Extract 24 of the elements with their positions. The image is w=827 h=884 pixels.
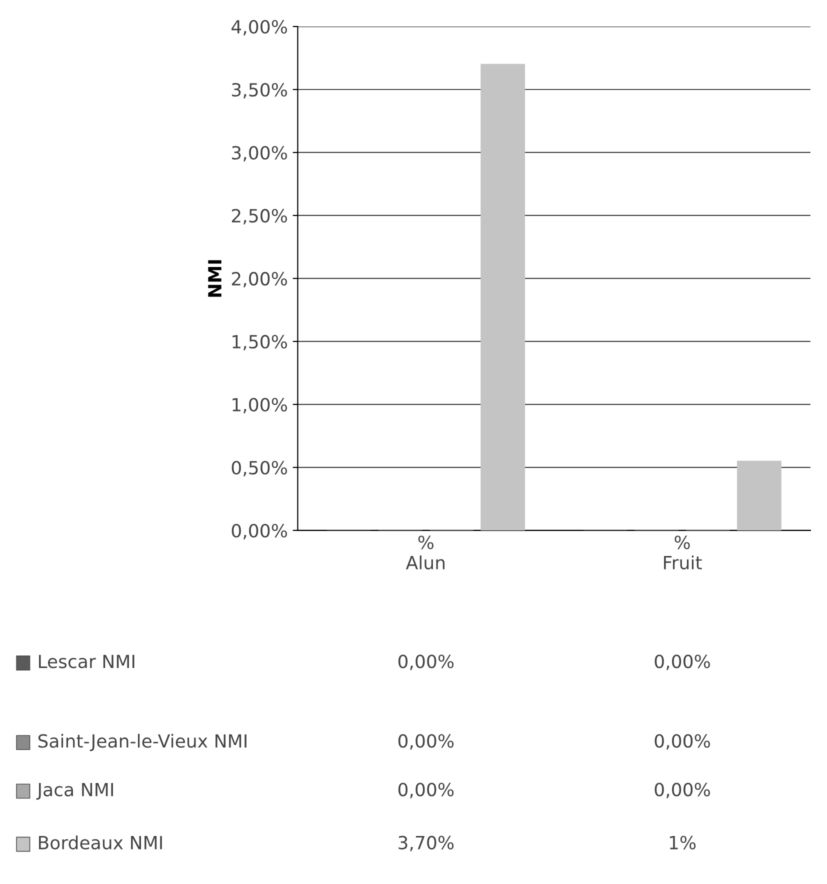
data-label: 0,00% xyxy=(654,734,710,750)
data-label: 0,00% xyxy=(398,654,454,670)
legend-label: Jaca NMI xyxy=(36,783,113,800)
y-tick-label: 0,50% xyxy=(232,460,287,476)
x-tick-label: % Fruit xyxy=(664,536,702,570)
data-label: 0,00% xyxy=(654,654,710,670)
y-tick-label: 3,00% xyxy=(232,146,287,162)
data-label: 0,00% xyxy=(398,782,454,798)
data-label: 0,00% xyxy=(654,782,710,798)
y-axis-title: NMI xyxy=(208,260,222,297)
legend-label: Bordeaux NMI xyxy=(38,835,162,850)
legend-label: Saint-Jean-le-Vieux NMI xyxy=(38,734,246,752)
data-label: 3,70% xyxy=(398,836,454,852)
data-label: 1% xyxy=(670,836,696,850)
y-tick-label: 2,50% xyxy=(232,208,287,224)
data-label: 0,00% xyxy=(398,734,454,750)
y-tick-label: 1,50% xyxy=(232,334,287,350)
y-tick-label: 0,00% xyxy=(232,524,287,540)
x-tick-label: % Alun xyxy=(406,536,444,570)
y-tick-label: 3,50% xyxy=(232,82,287,98)
legend-label: Lescar NMI xyxy=(38,654,134,668)
y-tick-label: 4,00% xyxy=(232,20,287,36)
y-tick-label: 2,00% xyxy=(232,272,287,288)
y-tick-label: 1,00% xyxy=(232,398,287,414)
